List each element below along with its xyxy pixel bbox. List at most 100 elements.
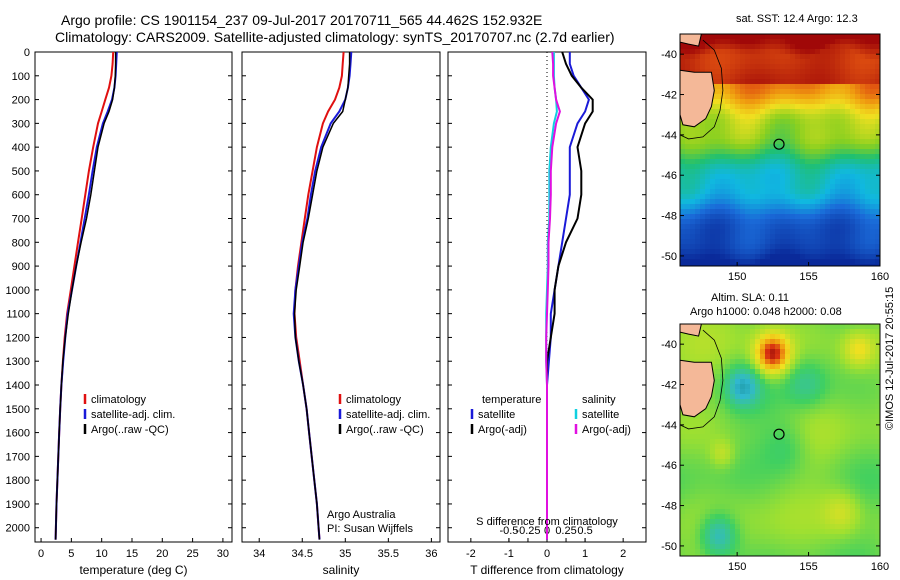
map-cell xyxy=(775,159,780,164)
map-cell xyxy=(775,254,780,259)
map-cell xyxy=(830,229,835,234)
map-cell xyxy=(860,534,865,539)
map-cell xyxy=(745,194,750,199)
map-cell xyxy=(795,464,800,469)
map-cell xyxy=(805,449,810,454)
map-cell xyxy=(700,514,705,519)
map-cell xyxy=(680,349,685,354)
map-cell xyxy=(825,164,830,169)
map-cell xyxy=(775,154,780,159)
map-cell xyxy=(805,259,810,264)
map-cell xyxy=(725,54,730,59)
map-cell xyxy=(740,479,745,484)
map-cell xyxy=(830,414,835,419)
map-cell xyxy=(725,544,730,549)
map-cell xyxy=(760,409,765,414)
map-cell xyxy=(710,109,715,114)
map-cell xyxy=(705,444,710,449)
map-cell xyxy=(835,549,840,554)
map-cell xyxy=(730,439,735,444)
map-cell xyxy=(790,504,795,509)
map-cell xyxy=(790,499,795,504)
map-cell xyxy=(810,254,815,259)
map-cell xyxy=(740,444,745,449)
map-cell xyxy=(840,369,845,374)
map-cell xyxy=(875,384,880,389)
map-cell xyxy=(780,324,785,329)
map-cell xyxy=(845,334,850,339)
tasmania-land xyxy=(679,69,715,128)
map-cell xyxy=(765,34,770,39)
map-cell xyxy=(815,224,820,229)
map-cell xyxy=(840,59,845,64)
map-cell xyxy=(700,529,705,534)
map-cell xyxy=(790,384,795,389)
map-cell xyxy=(750,424,755,429)
map-y-tick-label: -48 xyxy=(661,501,677,513)
map-cell xyxy=(825,189,830,194)
map-cell xyxy=(830,209,835,214)
map-cell xyxy=(820,34,825,39)
map-cell xyxy=(760,39,765,44)
map-cell xyxy=(700,244,705,249)
map-cell xyxy=(715,244,720,249)
map-cell xyxy=(785,469,790,474)
map-cell xyxy=(735,259,740,264)
map-cell xyxy=(845,524,850,529)
map-cell xyxy=(700,549,705,554)
map-cell xyxy=(830,134,835,139)
map-cell xyxy=(820,194,825,199)
map-cell xyxy=(720,194,725,199)
map-cell xyxy=(710,479,715,484)
map-cell xyxy=(755,219,760,224)
map-cell xyxy=(845,369,850,374)
map-cell xyxy=(825,364,830,369)
map-cell xyxy=(845,169,850,174)
map-cell xyxy=(775,514,780,519)
map-cell xyxy=(770,114,775,119)
map-cell xyxy=(775,334,780,339)
map-cell xyxy=(790,69,795,74)
map-cell xyxy=(835,114,840,119)
y-tick-label: 1700 xyxy=(6,451,30,463)
map-cell xyxy=(840,384,845,389)
map-cell xyxy=(835,144,840,149)
map-cell xyxy=(825,124,830,129)
map-x-tick-label: 150 xyxy=(728,561,746,573)
map-cell xyxy=(720,429,725,434)
legend-diff-t-satellite-label: satellite xyxy=(478,409,515,421)
map-cell xyxy=(860,224,865,229)
map-cell xyxy=(755,329,760,334)
map-cell xyxy=(865,94,870,99)
map-cell xyxy=(825,99,830,104)
map-cell xyxy=(710,229,715,234)
map-cell xyxy=(835,204,840,209)
map-cell xyxy=(850,249,855,254)
map-cell xyxy=(765,354,770,359)
map-cell xyxy=(790,149,795,154)
map-cell xyxy=(830,399,835,404)
map-cell xyxy=(815,399,820,404)
map-cell xyxy=(830,239,835,244)
map-cell xyxy=(755,454,760,459)
map-cell xyxy=(820,554,825,556)
map-cell xyxy=(845,64,850,69)
map-cell xyxy=(710,344,715,349)
map-cell xyxy=(815,74,820,79)
map-cell xyxy=(760,114,765,119)
map-cell xyxy=(745,479,750,484)
map-cell xyxy=(795,184,800,189)
map-cell xyxy=(720,404,725,409)
map-cell xyxy=(745,84,750,89)
map-cell xyxy=(680,454,685,459)
map-cell xyxy=(800,74,805,79)
map-cell xyxy=(805,534,810,539)
map-cell xyxy=(790,239,795,244)
map-cell xyxy=(725,169,730,174)
map-cell xyxy=(710,199,715,204)
map-cell xyxy=(780,429,785,434)
map-cell xyxy=(820,104,825,109)
map-cell xyxy=(830,379,835,384)
map-cell xyxy=(810,354,815,359)
map-cell xyxy=(710,539,715,544)
